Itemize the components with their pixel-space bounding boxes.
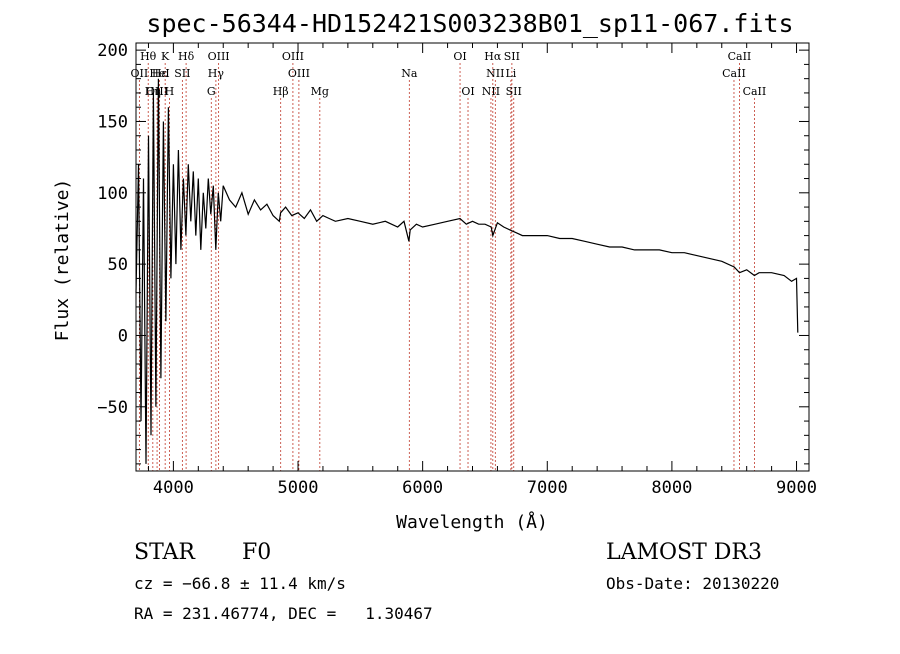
spectral-line-label: HeI (149, 67, 169, 80)
x-tick-label: 5000 (278, 478, 319, 498)
spectral-line-label: NII (482, 85, 500, 98)
y-tick-label: 100 (97, 184, 128, 204)
spectral-line-label: CaII (728, 50, 752, 63)
y-tick-label: 50 (108, 255, 128, 275)
spectral-line-label: G (207, 85, 216, 98)
spectral-line-label: Hη (145, 85, 161, 98)
spectral-line-label: CaII (743, 85, 767, 98)
y-tick-label: 0 (118, 326, 128, 346)
coordinates: RA = 231.46774, DEC = 1.30467 (134, 604, 433, 623)
spectral-line-label: NII (486, 67, 504, 80)
spectral-line-label: OIII (146, 85, 168, 98)
spectral-line-label: OIII (288, 67, 310, 80)
spectral-line-label: Hβ (273, 85, 289, 98)
spectral-line-label: CaII (722, 67, 746, 80)
y-axis-title: Flux (relative) (52, 179, 73, 342)
x-axis-ticks: 4000 5000 6000 7000 8000 9000 (147, 43, 817, 498)
spectral-line-label: Hθ (140, 50, 157, 63)
spectral-line-label: Hδ (178, 50, 195, 63)
x-tick-label: 9000 (776, 478, 817, 498)
spectral-line-label: SII (174, 67, 190, 80)
plot-frame (135, 42, 810, 472)
spectral-line-label: Na (401, 67, 418, 80)
spectral-line-label: Li (505, 67, 516, 80)
observation-date: Obs-Date: 20130220 (606, 574, 780, 593)
x-tick-label: 4000 (153, 478, 194, 498)
spectral-line-label: Hγ (208, 67, 225, 80)
redshift-velocity: cz = −66.8 ± 11.4 km/s (134, 574, 346, 593)
spectral-line-label: Hα (484, 50, 502, 63)
spectral-line-label: SII (506, 85, 522, 98)
y-axis-ticks: −50 0 50 100 150 200 (97, 41, 809, 465)
spectrum-series-line (135, 78, 799, 464)
survey-name: LAMOST DR3 (606, 540, 762, 565)
x-tick-label: 8000 (651, 478, 692, 498)
spectral-subclass: F0 (242, 540, 272, 565)
y-tick-label: −50 (97, 398, 128, 418)
x-tick-label: 6000 (402, 478, 443, 498)
spectral-line-label: K (161, 50, 170, 63)
spectral-line-label: Mg (311, 85, 329, 98)
x-axis-title: Wavelength (Å) (396, 511, 548, 533)
spectral-line-label: OIII (282, 50, 304, 63)
spectral-line-label: OI (453, 50, 466, 63)
spectral-line-label: OII (131, 67, 149, 80)
spectral-line-label: OI (461, 85, 474, 98)
chart-title: spec-56344-HD152421S003238B01_sp11-067.f… (146, 9, 793, 38)
spectral-line-label: SII (504, 50, 520, 63)
y-tick-label: 200 (97, 41, 128, 61)
spectral-line-label: OIII (208, 50, 230, 63)
y-tick-label: 150 (97, 112, 128, 132)
spectral-line-label: H (165, 85, 175, 98)
x-tick-label: 7000 (527, 478, 568, 498)
object-class: STAR (134, 540, 195, 565)
spectral-line-label: Hε (152, 67, 168, 80)
spectral-line-markers (138, 63, 755, 471)
